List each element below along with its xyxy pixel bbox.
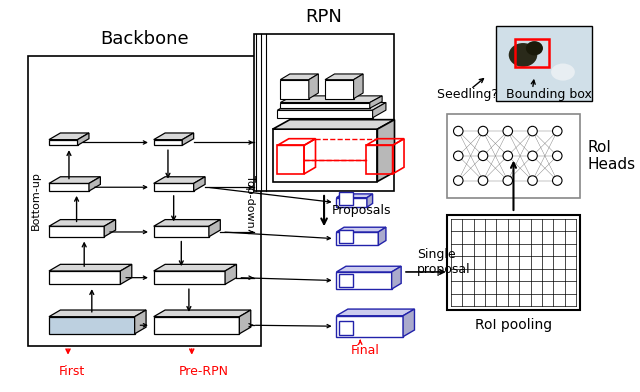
- Polygon shape: [154, 271, 225, 284]
- Polygon shape: [49, 264, 132, 271]
- Bar: [339, 230, 353, 243]
- Circle shape: [528, 126, 537, 136]
- Polygon shape: [49, 220, 116, 226]
- Bar: [339, 321, 353, 335]
- Polygon shape: [104, 220, 116, 237]
- Polygon shape: [134, 310, 146, 334]
- Bar: [28, 56, 261, 346]
- Polygon shape: [225, 264, 237, 284]
- Ellipse shape: [551, 64, 575, 81]
- Polygon shape: [49, 140, 77, 145]
- Polygon shape: [154, 317, 239, 334]
- Text: RoI
Heads: RoI Heads: [588, 140, 636, 172]
- Text: Seedling?  Bounding box: Seedling? Bounding box: [437, 89, 592, 102]
- Polygon shape: [49, 177, 100, 183]
- Polygon shape: [325, 74, 363, 80]
- Circle shape: [503, 151, 513, 161]
- Polygon shape: [154, 140, 182, 145]
- Polygon shape: [49, 133, 89, 140]
- Text: Bottom-up: Bottom-up: [31, 172, 41, 230]
- Circle shape: [552, 151, 562, 161]
- Polygon shape: [89, 177, 100, 191]
- Polygon shape: [378, 120, 394, 181]
- Circle shape: [454, 176, 463, 185]
- Polygon shape: [370, 96, 382, 108]
- Circle shape: [503, 126, 513, 136]
- Bar: [447, 114, 580, 198]
- Polygon shape: [49, 183, 89, 191]
- Polygon shape: [309, 74, 318, 99]
- Circle shape: [528, 176, 537, 185]
- Bar: [339, 192, 353, 205]
- Polygon shape: [325, 80, 353, 99]
- Polygon shape: [49, 317, 134, 334]
- Text: Proposals: Proposals: [332, 203, 391, 217]
- Polygon shape: [497, 26, 591, 101]
- Polygon shape: [154, 220, 220, 226]
- Text: Final: Final: [351, 343, 380, 356]
- Circle shape: [454, 151, 463, 161]
- Polygon shape: [337, 194, 372, 198]
- Bar: [447, 215, 580, 310]
- Polygon shape: [337, 309, 415, 316]
- Bar: [515, 39, 548, 67]
- Polygon shape: [280, 74, 318, 80]
- Polygon shape: [280, 80, 309, 99]
- Polygon shape: [194, 177, 205, 191]
- Polygon shape: [392, 266, 401, 289]
- Polygon shape: [337, 232, 378, 245]
- Circle shape: [478, 151, 488, 161]
- Polygon shape: [182, 133, 194, 145]
- Polygon shape: [337, 198, 367, 207]
- Polygon shape: [154, 226, 209, 237]
- Polygon shape: [154, 264, 237, 271]
- Circle shape: [454, 126, 463, 136]
- Text: RPN: RPN: [306, 8, 342, 26]
- Polygon shape: [154, 310, 251, 317]
- Polygon shape: [403, 309, 415, 337]
- Polygon shape: [77, 133, 89, 145]
- Text: Backbone: Backbone: [100, 30, 189, 48]
- Polygon shape: [49, 226, 104, 237]
- Circle shape: [503, 176, 513, 185]
- Circle shape: [528, 151, 537, 161]
- Polygon shape: [154, 177, 205, 183]
- Polygon shape: [280, 103, 370, 108]
- Polygon shape: [337, 272, 392, 289]
- Polygon shape: [337, 227, 386, 232]
- Text: Top-down: Top-down: [245, 175, 255, 227]
- Circle shape: [478, 126, 488, 136]
- Ellipse shape: [526, 41, 543, 55]
- Circle shape: [552, 126, 562, 136]
- Polygon shape: [353, 74, 363, 99]
- Circle shape: [478, 176, 488, 185]
- Polygon shape: [49, 310, 146, 317]
- Polygon shape: [273, 120, 394, 129]
- Polygon shape: [337, 316, 403, 337]
- Polygon shape: [273, 129, 378, 181]
- Text: First: First: [58, 365, 84, 378]
- Polygon shape: [209, 220, 220, 237]
- Polygon shape: [367, 194, 372, 207]
- Polygon shape: [378, 227, 386, 245]
- Polygon shape: [372, 103, 386, 118]
- Circle shape: [552, 176, 562, 185]
- Polygon shape: [49, 271, 120, 284]
- Polygon shape: [277, 110, 372, 118]
- Polygon shape: [154, 183, 194, 191]
- Bar: [339, 274, 353, 287]
- Text: RoI pooling: RoI pooling: [475, 318, 552, 332]
- Polygon shape: [337, 266, 401, 272]
- Text: Single
proposal: Single proposal: [417, 249, 471, 276]
- Polygon shape: [154, 133, 194, 140]
- Text: Pre-RPN: Pre-RPN: [179, 365, 228, 378]
- Polygon shape: [280, 96, 382, 103]
- Polygon shape: [120, 264, 132, 284]
- Polygon shape: [239, 310, 251, 334]
- Bar: [253, 34, 394, 191]
- Ellipse shape: [509, 43, 537, 67]
- Polygon shape: [277, 103, 386, 110]
